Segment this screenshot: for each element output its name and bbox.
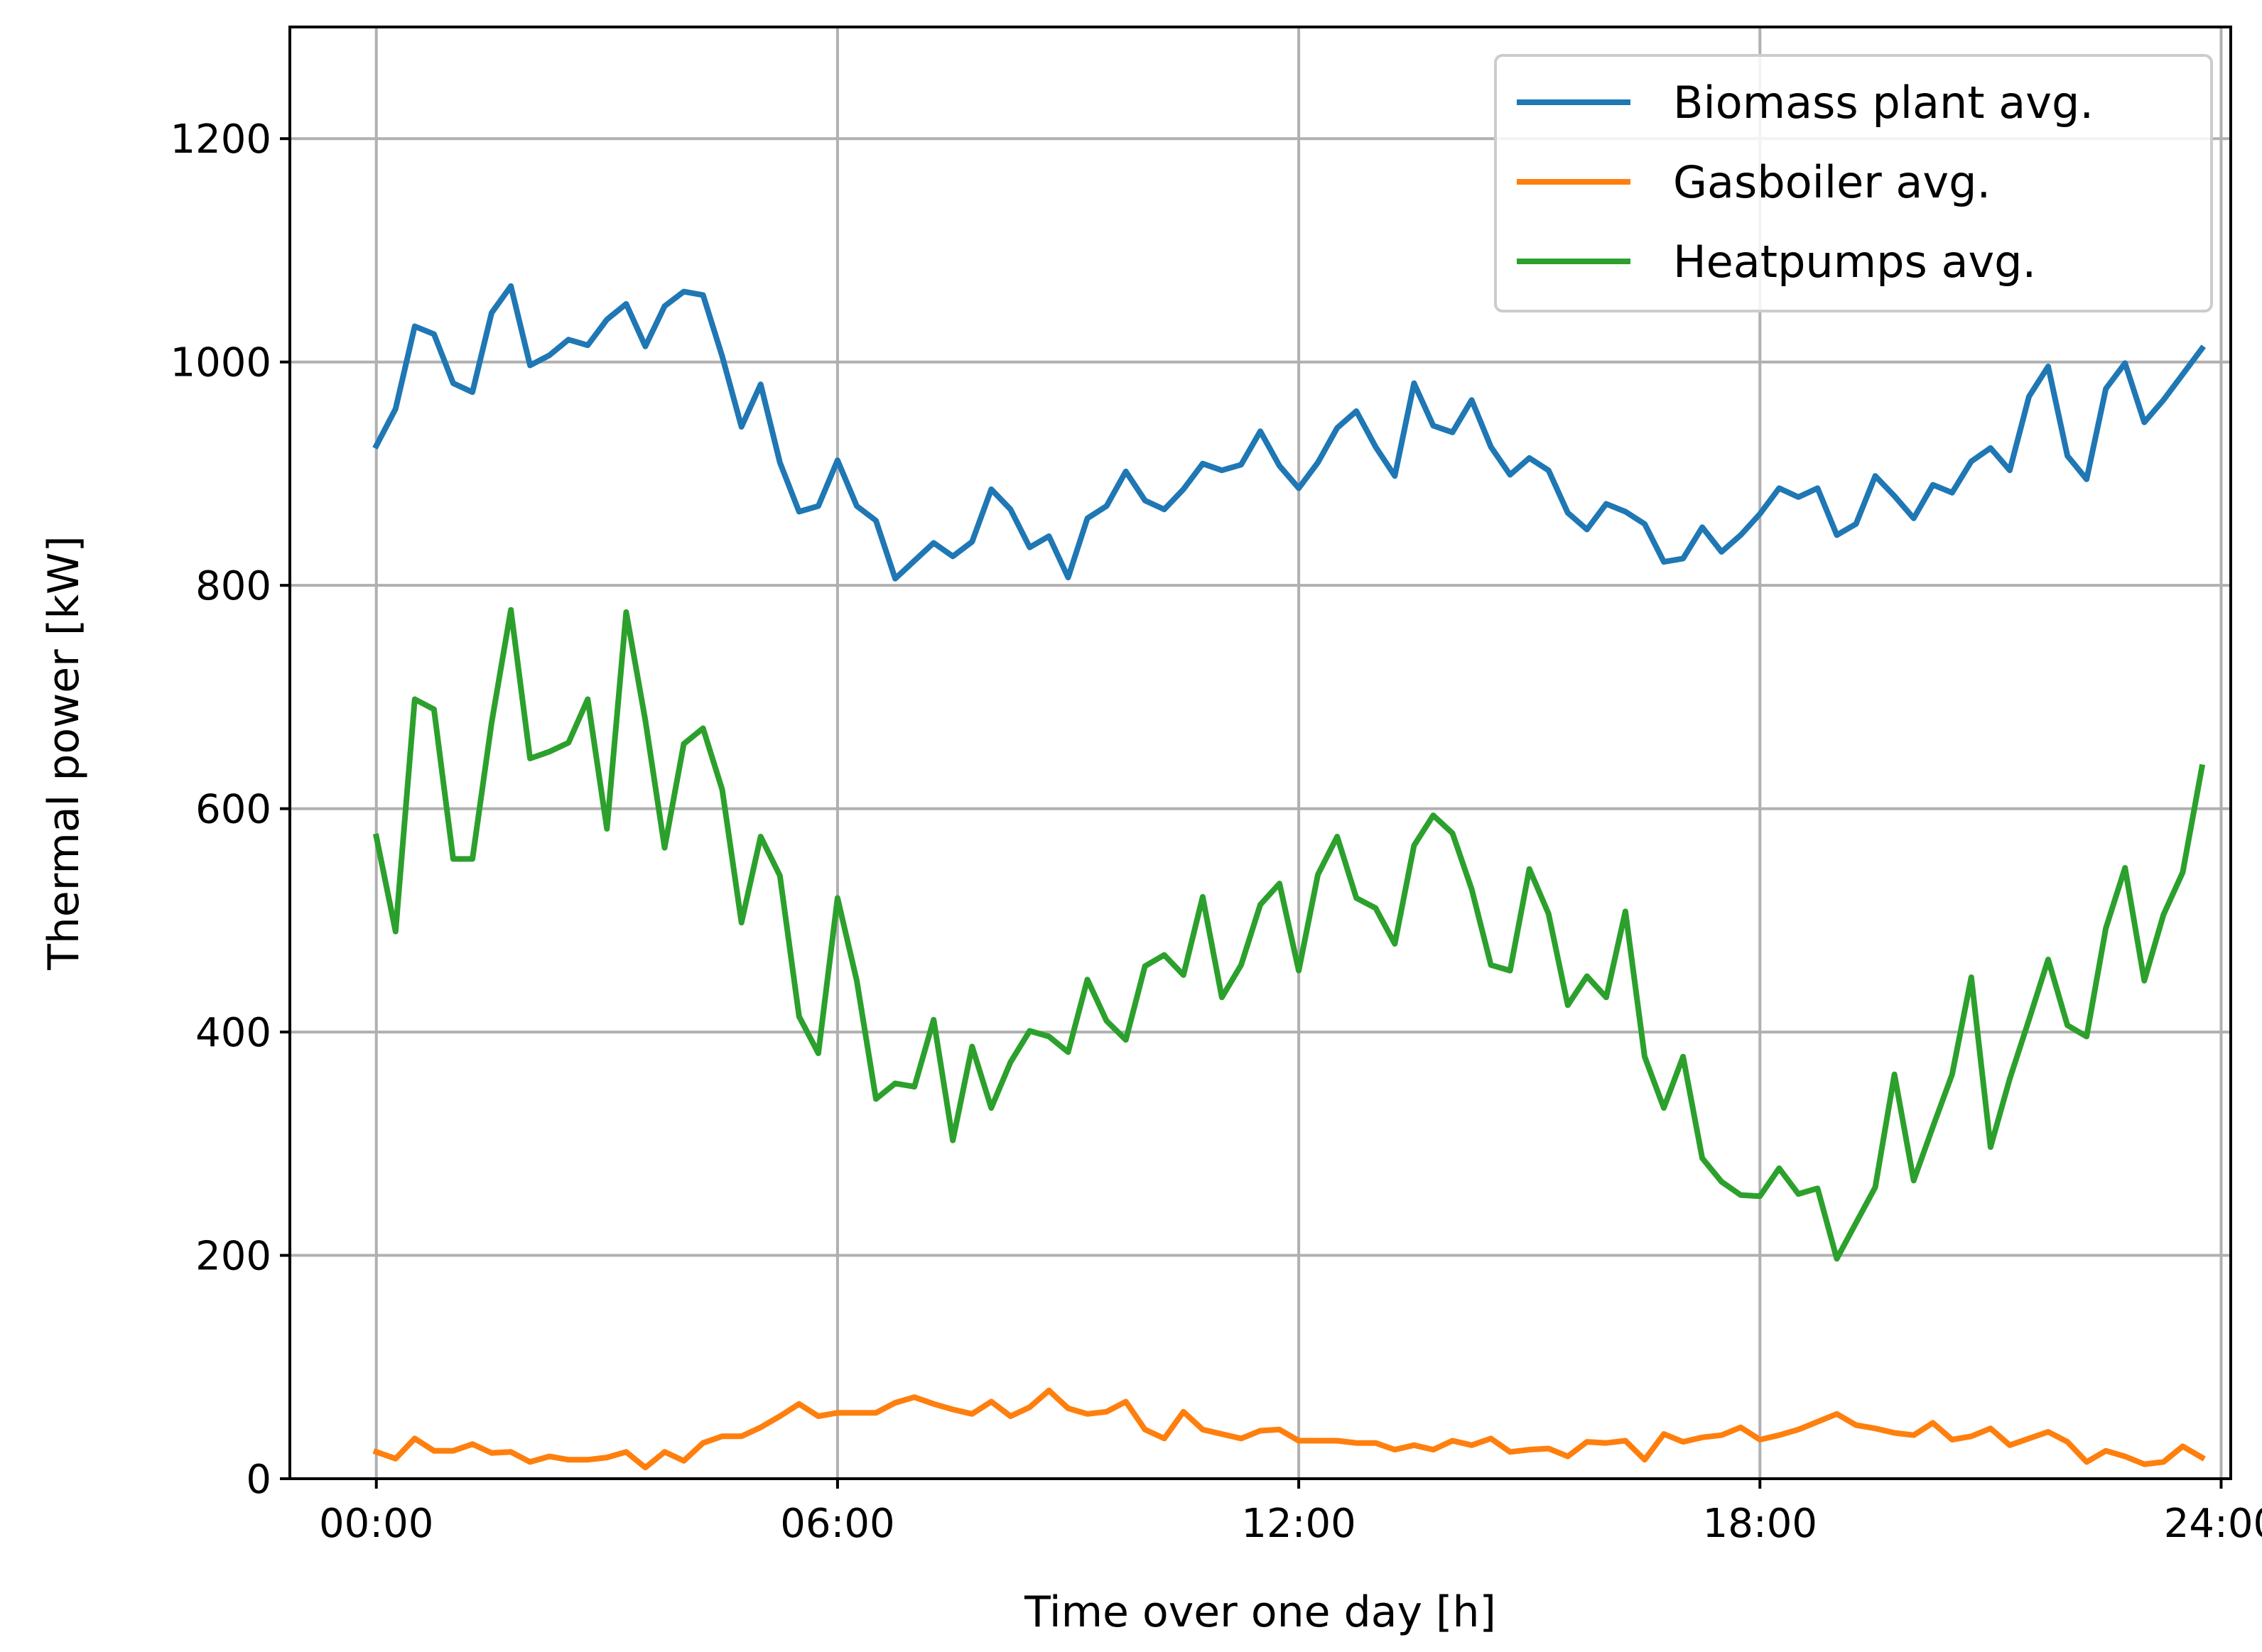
legend-label: Gasboiler avg. (1673, 156, 1991, 208)
y-tick-label: 1200 (170, 116, 271, 163)
x-tick-label: 18:00 (1703, 1501, 1817, 1547)
y-tick-label: 600 (195, 787, 271, 833)
legend-box (1494, 54, 2213, 313)
x-tick-label: 06:00 (780, 1501, 894, 1547)
axis-ticks: 00:00 06:00 12:00 18:00 24:00 0 200 400 600 800 10… (170, 116, 2262, 1547)
y-tick-label: 800 (195, 563, 271, 609)
legend-label: Heatpumps avg. (1673, 236, 2036, 288)
x-tick-label: 24:00 (2164, 1501, 2262, 1547)
series-line-3 (372, 607, 2206, 1262)
series-line-1 (372, 283, 2206, 582)
series-line-2 (372, 1387, 2206, 1471)
y-tick-label: 400 (195, 1010, 271, 1056)
x-tick-label: 12:00 (1241, 1501, 1355, 1547)
y-tick-label: 200 (195, 1234, 271, 1280)
legend: Biomass plant avg. Gasboiler avg. Heatpump… (1494, 54, 2213, 313)
series-lines (372, 283, 2206, 1471)
y-axis-label: Thermal power [kW] (39, 536, 89, 971)
y-tick-label: 0 (246, 1457, 271, 1503)
x-axis-label: Time over one day [h] (1024, 1587, 1496, 1637)
plot-area-frame (288, 26, 2232, 1480)
y-tick-label: 1000 (170, 340, 271, 386)
x-tick-label: 00:00 (319, 1501, 433, 1547)
legend-label: Biomass plant avg. (1673, 77, 2094, 129)
